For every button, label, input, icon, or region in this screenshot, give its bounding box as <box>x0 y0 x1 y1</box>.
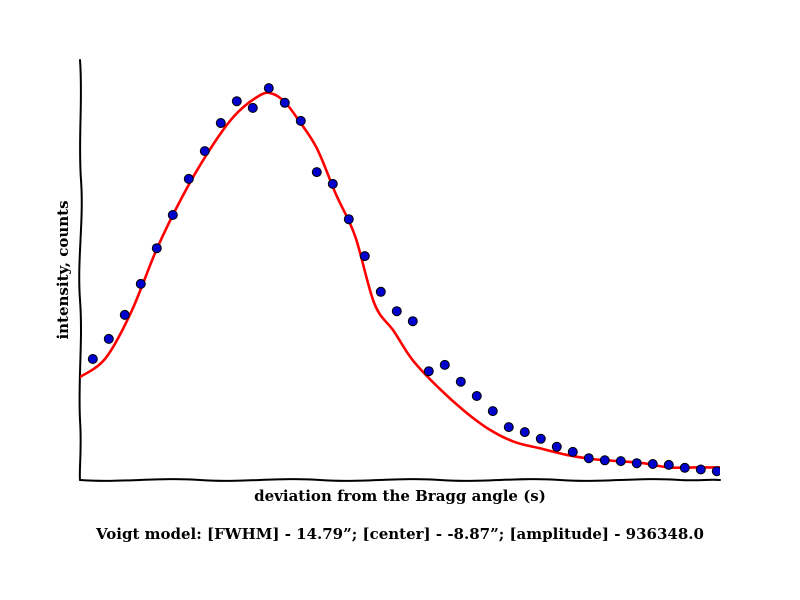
data-point <box>327 178 338 189</box>
data-point <box>711 466 720 477</box>
data-point <box>519 427 530 438</box>
data-point <box>135 278 146 289</box>
y-axis-line <box>78 59 83 481</box>
series-layer <box>80 83 737 478</box>
data-point <box>199 146 210 157</box>
data-point <box>503 422 514 433</box>
data-point <box>407 316 418 327</box>
x-axis-line <box>79 478 721 482</box>
data-point <box>439 359 450 370</box>
fit-curve-line <box>80 91 720 470</box>
data-point <box>551 441 562 452</box>
data-point <box>471 391 482 401</box>
fit-caption: Voigt model: [FWHM] - 14.79”; [center] -… <box>95 525 704 543</box>
data-point <box>167 210 178 220</box>
data-point <box>391 306 402 317</box>
data-point <box>663 459 674 470</box>
data-point <box>247 102 258 113</box>
data-point <box>583 453 594 464</box>
data-point <box>311 167 322 178</box>
data-point <box>263 83 274 94</box>
data-point <box>599 455 610 466</box>
data-point <box>567 446 578 457</box>
data-point <box>151 243 162 254</box>
data-point <box>455 376 466 387</box>
data-point <box>295 115 306 126</box>
data-point <box>535 433 546 444</box>
data-point <box>279 97 290 108</box>
data-point <box>631 458 642 469</box>
data-point <box>231 96 242 107</box>
y-axis-label: intensity, counts <box>54 200 72 339</box>
data-point <box>695 464 706 475</box>
data-point <box>728 469 737 478</box>
data-point <box>183 173 194 184</box>
data-point <box>215 118 226 128</box>
data-point <box>103 333 114 344</box>
data-point <box>87 354 98 364</box>
x-axis-label: deviation from the Bragg angle (s) <box>254 487 546 505</box>
data-point <box>679 462 690 473</box>
data-point <box>343 214 354 225</box>
data-point <box>359 251 370 262</box>
data-point <box>615 456 626 467</box>
axes <box>78 59 721 482</box>
data-point <box>423 366 434 377</box>
data-point <box>375 286 386 297</box>
data-point <box>487 406 498 417</box>
data-point <box>647 459 658 469</box>
data-point <box>119 309 130 320</box>
